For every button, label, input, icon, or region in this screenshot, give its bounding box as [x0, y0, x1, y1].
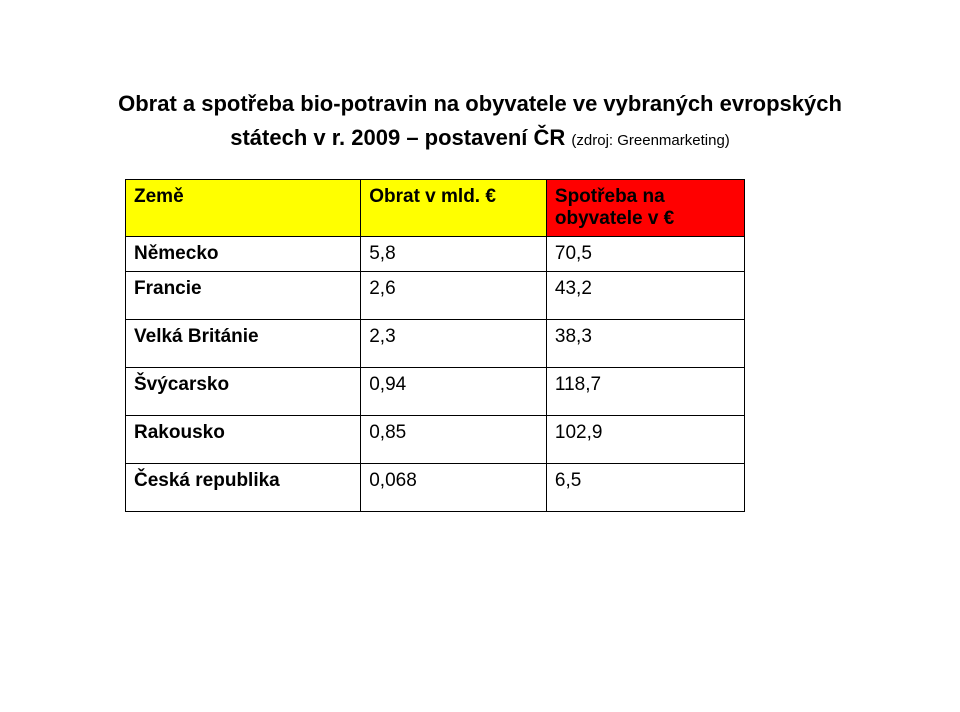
cell-country: Česká republika [126, 463, 361, 511]
cell-consumption: 6,5 [546, 463, 744, 511]
cell-consumption: 38,3 [546, 319, 744, 367]
page-subtitle: státech v r. 2009 – postavení ČR (zdroj:… [90, 125, 870, 151]
table-header-row: Země Obrat v mld. € Spotřeba na obyvatel… [126, 179, 745, 236]
page-title: Obrat a spotřeba bio-potravin na obyvate… [90, 90, 870, 119]
cell-turnover: 0,068 [361, 463, 547, 511]
subtitle-bold: státech v r. 2009 – postavení ČR [230, 125, 571, 150]
cell-turnover: 0,94 [361, 367, 547, 415]
data-table: Země Obrat v mld. € Spotřeba na obyvatel… [125, 179, 745, 512]
table-row: Rakousko 0,85 102,9 [126, 415, 745, 463]
subtitle-source: (zdroj: Greenmarketing) [571, 132, 729, 149]
table-row: Německo 5,8 70,5 [126, 236, 745, 271]
cell-consumption: 118,7 [546, 367, 744, 415]
table-row: Francie 2,6 43,2 [126, 271, 745, 319]
table-header-country: Země [126, 179, 361, 236]
cell-turnover: 5,8 [361, 236, 547, 271]
table-header-consumption: Spotřeba na obyvatele v € [546, 179, 744, 236]
cell-consumption: 70,5 [546, 236, 744, 271]
table-row: Švýcarsko 0,94 118,7 [126, 367, 745, 415]
table-row: Česká republika 0,068 6,5 [126, 463, 745, 511]
cell-country: Velká Británie [126, 319, 361, 367]
cell-country: Švýcarsko [126, 367, 361, 415]
cell-consumption: 43,2 [546, 271, 744, 319]
data-table-container: Země Obrat v mld. € Spotřeba na obyvatel… [125, 179, 745, 512]
table-header-turnover: Obrat v mld. € [361, 179, 547, 236]
cell-consumption: 102,9 [546, 415, 744, 463]
cell-country: Německo [126, 236, 361, 271]
cell-country: Rakousko [126, 415, 361, 463]
cell-turnover: 0,85 [361, 415, 547, 463]
cell-turnover: 2,3 [361, 319, 547, 367]
cell-country: Francie [126, 271, 361, 319]
cell-turnover: 2,6 [361, 271, 547, 319]
table-row: Velká Británie 2,3 38,3 [126, 319, 745, 367]
